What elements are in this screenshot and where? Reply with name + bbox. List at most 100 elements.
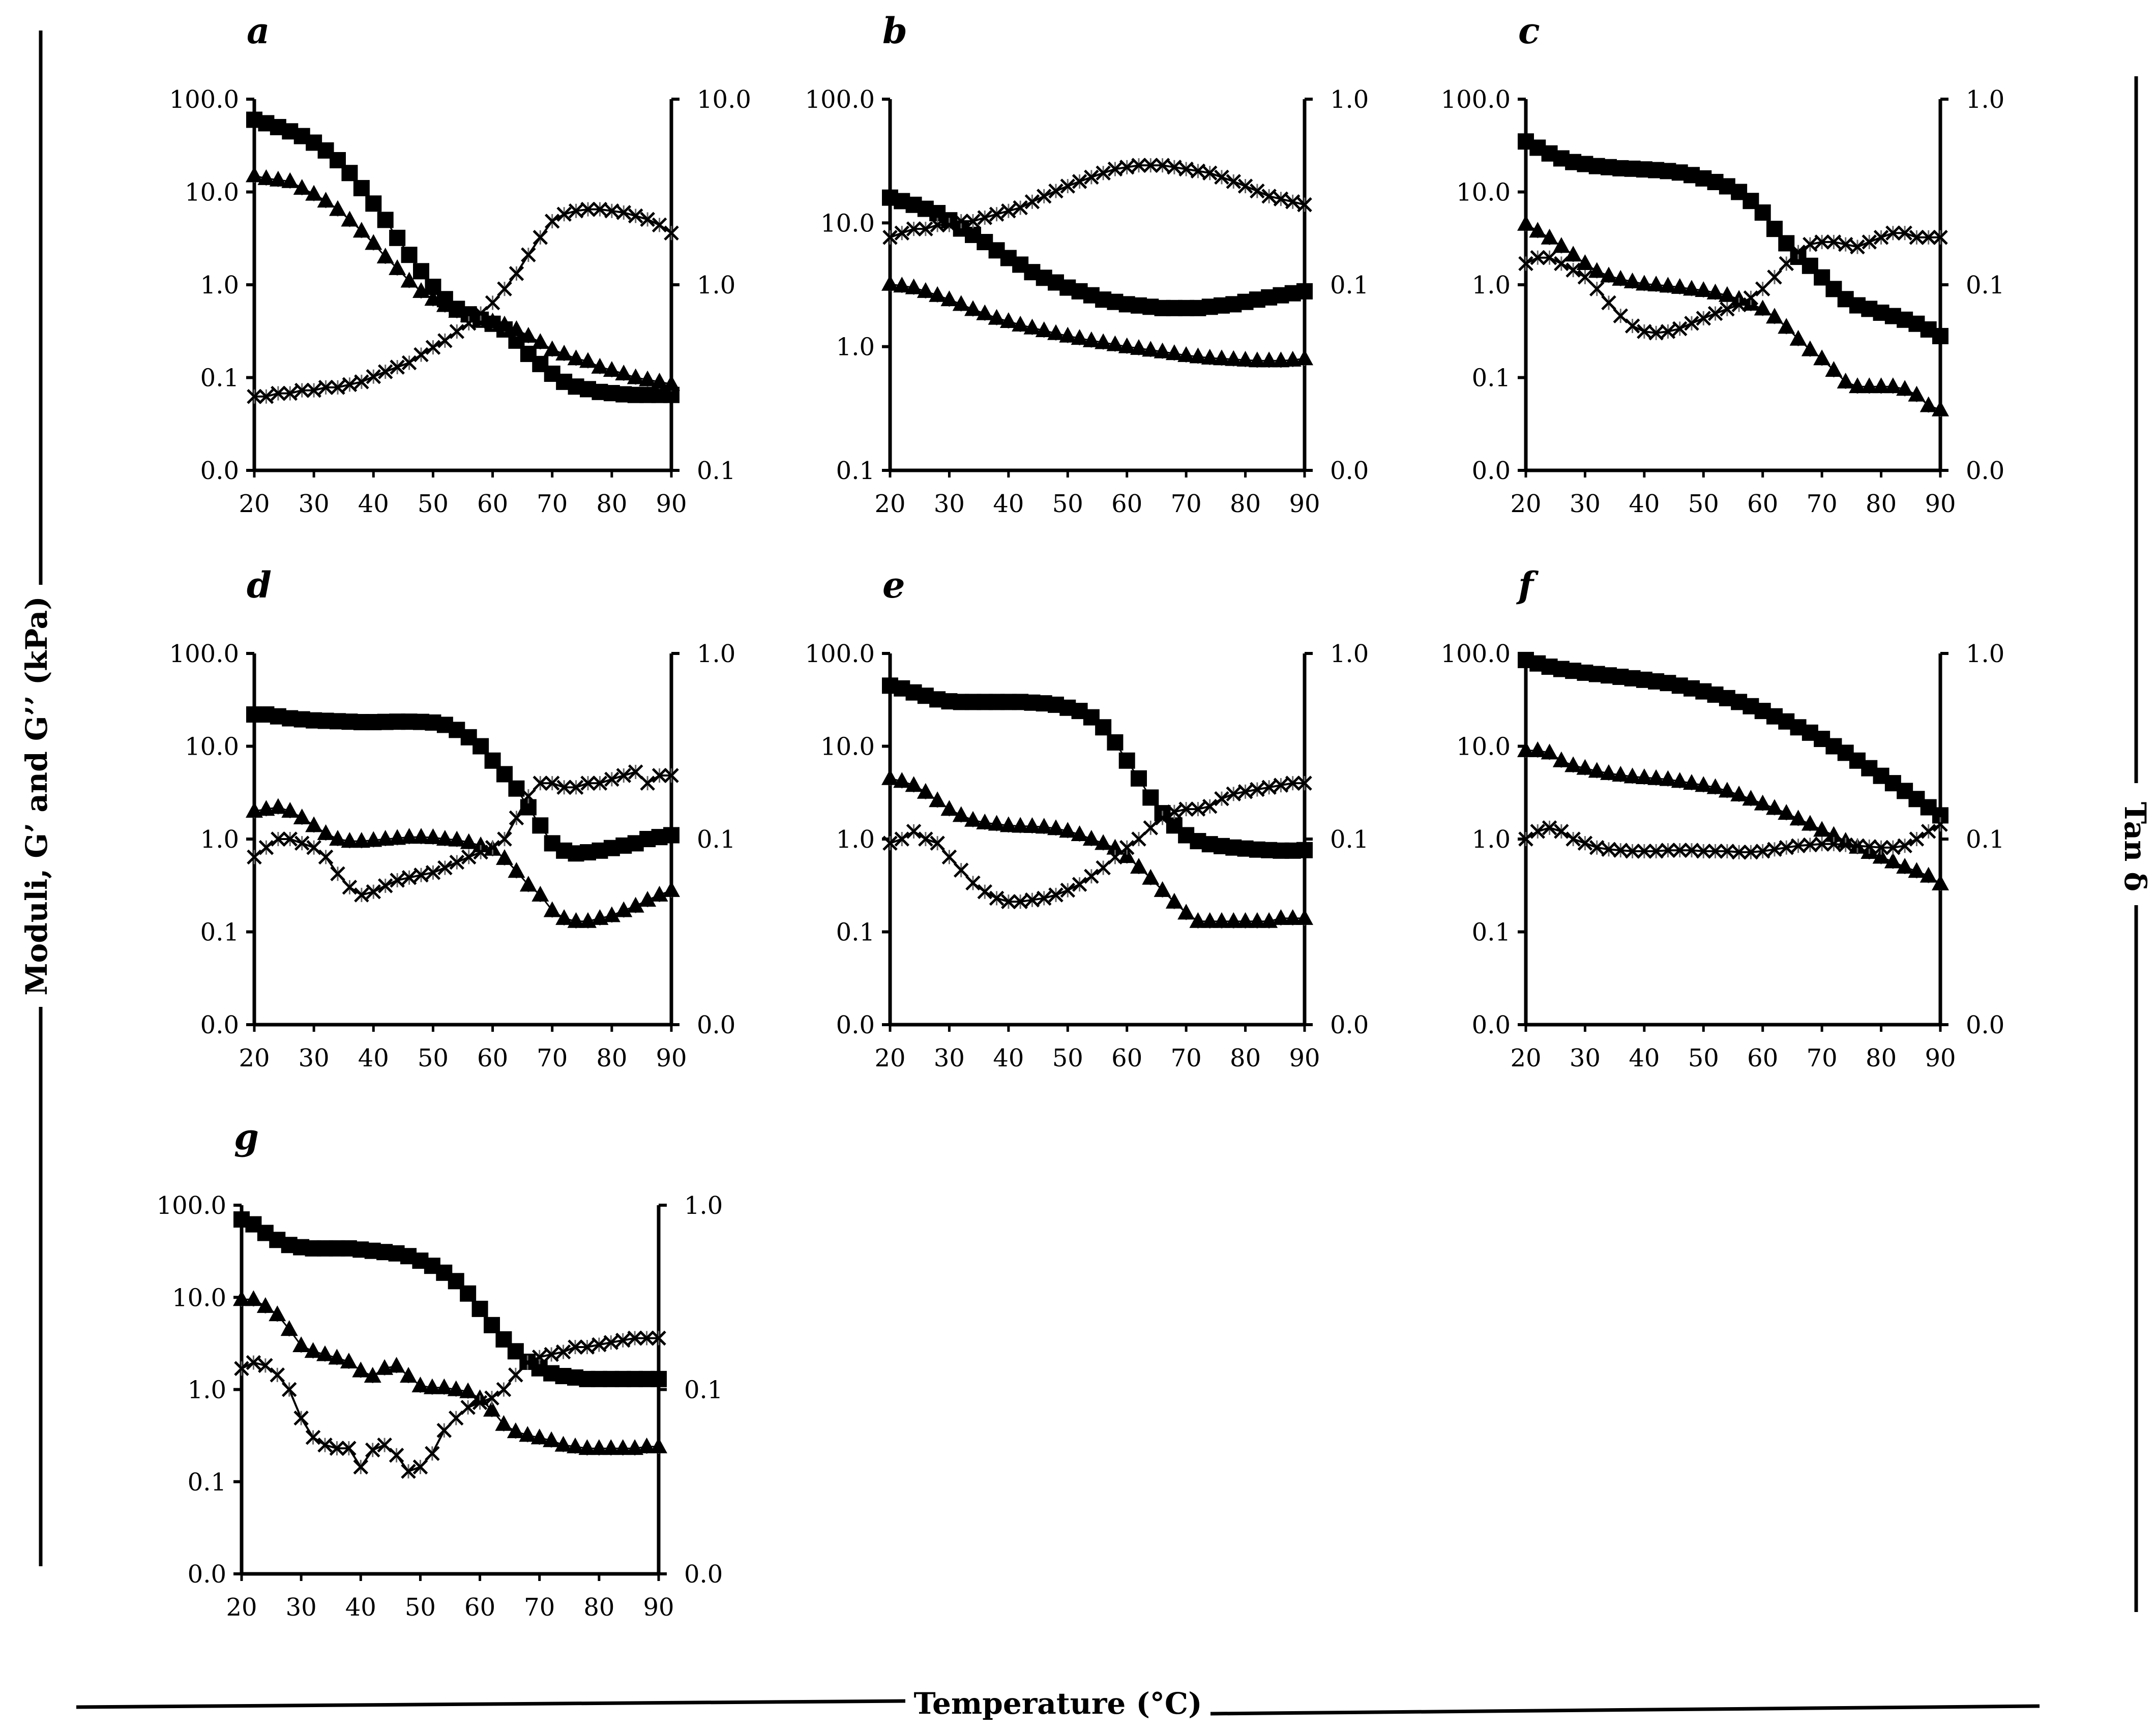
data-point-triangle bbox=[1095, 834, 1112, 850]
data-point-triangle bbox=[340, 1352, 358, 1368]
data-point-x bbox=[317, 1437, 333, 1453]
data-point-triangle bbox=[567, 349, 585, 366]
data-point-triangle bbox=[1106, 839, 1124, 855]
data-point-x bbox=[894, 225, 910, 241]
panel-letter-d: d bbox=[247, 564, 272, 606]
data-point-x bbox=[425, 340, 441, 355]
data-point-x bbox=[1909, 230, 1925, 245]
y-left-tick-label: 0.1 bbox=[836, 457, 875, 485]
data-point-x bbox=[544, 775, 560, 791]
data-point-triangle bbox=[1035, 321, 1053, 337]
data-point-x bbox=[1660, 324, 1676, 339]
data-point-x bbox=[354, 374, 369, 390]
x-tick-label: 60 bbox=[1747, 490, 1778, 518]
data-point-x bbox=[1143, 158, 1159, 173]
data-point-triangle bbox=[365, 831, 382, 847]
data-point-x bbox=[366, 884, 381, 900]
data-point-triangle bbox=[1683, 280, 1700, 296]
y-right-tick-label: 0.0 bbox=[1330, 457, 1369, 485]
data-point-triangle bbox=[567, 912, 585, 928]
panel-letter-e: e bbox=[882, 564, 905, 606]
data-point-x bbox=[531, 1349, 547, 1365]
data-point-triangle bbox=[1706, 778, 1724, 794]
y-right-tick-label: 1.0 bbox=[1330, 85, 1369, 114]
data-point-x bbox=[941, 217, 957, 233]
data-point-x bbox=[882, 230, 898, 245]
x-tick-label: 70 bbox=[1807, 490, 1838, 518]
data-point-triangle bbox=[1118, 337, 1136, 353]
panel-d: d 0.0 0.1 1.0 10.0 100.0 0.0 0.1 1.0 20 30 40 50 60 70… bbox=[169, 564, 736, 1072]
data-point-triangle bbox=[554, 1436, 572, 1452]
data-point-x bbox=[580, 775, 596, 791]
data-point-x bbox=[989, 206, 1005, 222]
x-tick-label: 20 bbox=[874, 1044, 905, 1072]
data-point-x bbox=[484, 1390, 499, 1406]
data-point-triangle bbox=[507, 1422, 524, 1439]
data-point-x bbox=[592, 1337, 607, 1353]
data-point-x bbox=[627, 1330, 642, 1346]
data-point-triangle bbox=[1896, 380, 1914, 396]
data-point-triangle bbox=[1142, 869, 1160, 885]
x-tick-label: 80 bbox=[1866, 490, 1897, 518]
y-left-tick-label: 100.0 bbox=[805, 640, 875, 668]
data-point-x bbox=[1131, 831, 1146, 847]
y-left-tick-label: 10.0 bbox=[1456, 178, 1511, 207]
data-point-triangle bbox=[952, 295, 970, 311]
data-point-x bbox=[1273, 778, 1289, 793]
data-point-triangle bbox=[543, 1431, 560, 1447]
data-point-x bbox=[509, 810, 524, 826]
data-point-x bbox=[1518, 256, 1533, 272]
data-point-triangle bbox=[1260, 351, 1278, 368]
data-point-square bbox=[365, 195, 382, 212]
series-line bbox=[254, 119, 671, 396]
series-x bbox=[882, 775, 1312, 909]
data-point-triangle bbox=[1189, 912, 1207, 928]
data-point-square bbox=[484, 752, 501, 769]
y-left-tick-label: 0.1 bbox=[200, 918, 239, 947]
data-point-triangle bbox=[1766, 799, 1783, 815]
data-point-x bbox=[1167, 804, 1182, 820]
data-point-x bbox=[414, 347, 429, 363]
data-point-triangle bbox=[1059, 326, 1077, 343]
data-point-x bbox=[640, 775, 655, 791]
data-point-x bbox=[1779, 256, 1794, 272]
panel-e: e 0.0 0.1 1.0 10.0 100.0 0.0 0.1 1.0 20 30 40 50 60 70… bbox=[805, 564, 1369, 1072]
y-left-tick-label: 100.0 bbox=[1441, 85, 1511, 114]
data-point-triangle bbox=[964, 811, 982, 827]
data-point-triangle bbox=[495, 1415, 513, 1431]
data-point-triangle bbox=[400, 272, 418, 288]
data-point-x bbox=[342, 377, 358, 392]
data-point-triangle bbox=[1860, 377, 1878, 394]
data-point-x bbox=[234, 1361, 249, 1376]
data-point-triangle bbox=[1813, 349, 1831, 366]
data-point-x bbox=[1036, 189, 1052, 204]
y-left-tick-label: 0.1 bbox=[200, 364, 239, 393]
data-point-triangle bbox=[893, 277, 911, 293]
data-point-x bbox=[1190, 163, 1206, 179]
data-point-triangle bbox=[929, 791, 947, 808]
data-point-x bbox=[1297, 197, 1312, 213]
data-point-triangle bbox=[1106, 335, 1124, 351]
y-left-tick-label: 1.0 bbox=[200, 271, 239, 300]
data-point-triangle bbox=[1012, 817, 1029, 833]
data-point-x bbox=[1601, 295, 1616, 311]
x-title: Temperature (°C) bbox=[913, 1686, 1202, 1721]
data-point-triangle bbox=[579, 352, 597, 368]
data-point-x bbox=[1554, 824, 1569, 839]
data-point-x bbox=[1143, 820, 1159, 835]
data-point-triangle bbox=[543, 340, 561, 356]
data-point-x bbox=[1131, 158, 1146, 173]
data-point-x bbox=[306, 840, 321, 855]
data-point-square bbox=[471, 1300, 488, 1317]
data-point-square bbox=[401, 247, 418, 263]
data-point-x bbox=[330, 380, 345, 395]
data-point-x bbox=[1755, 844, 1770, 859]
data-point-x bbox=[953, 862, 969, 878]
y-right-tick-label: 0.1 bbox=[697, 825, 735, 854]
data-point-x bbox=[271, 831, 286, 847]
data-point-triangle bbox=[256, 1297, 274, 1313]
data-point-x bbox=[1060, 882, 1076, 898]
data-point-triangle bbox=[436, 830, 454, 846]
data-point-triangle bbox=[1588, 262, 1606, 278]
data-point-triangle bbox=[651, 372, 668, 389]
